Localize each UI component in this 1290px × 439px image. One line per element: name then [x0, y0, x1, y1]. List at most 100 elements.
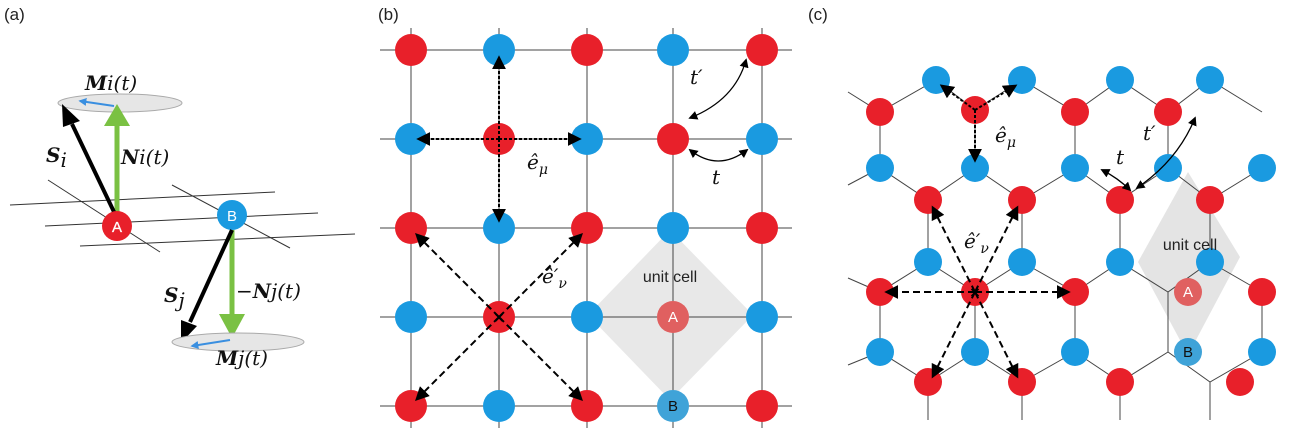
unit-cell-c: [1138, 172, 1240, 355]
panel-c-label: (c): [808, 5, 828, 24]
panel-a-label: (a): [4, 5, 25, 24]
site-blue: [1008, 248, 1036, 276]
neel-i-label: Ni(t): [120, 145, 169, 169]
site-blue-unitcell: [1174, 338, 1202, 366]
site-red: [914, 368, 942, 396]
panel-a: (a) A B Mi(t): [4, 5, 356, 370]
t-curve-c: [1100, 169, 1132, 192]
center-cross-b: ×: [493, 310, 505, 326]
neel-arrowhead-i: [104, 104, 130, 126]
site-blue: [914, 248, 942, 276]
spin-arrow-i: [70, 123, 117, 215]
unit-cell-label-b: unit cell: [643, 269, 697, 286]
site-red: [746, 390, 778, 422]
spin-i-label: Si: [46, 143, 67, 172]
site-blue: [657, 212, 689, 244]
site-blue: [961, 338, 989, 366]
site-a-label: A: [112, 219, 122, 236]
panel-b-sites: [395, 34, 778, 422]
site-red-unitcell: [1174, 278, 1202, 306]
site-red: [746, 34, 778, 66]
e-mu-label-b: êμ: [527, 150, 548, 178]
site-blue: [1008, 66, 1036, 94]
site-blue: [1106, 66, 1134, 94]
site-blue: [1196, 66, 1224, 94]
site-b-label: B: [227, 208, 237, 225]
site-blue: [395, 301, 427, 333]
site-red: [395, 212, 427, 244]
mag-j-label: Mj(t): [215, 346, 268, 370]
unit-cell-site-b-c: B: [1183, 344, 1193, 361]
t-curve-b: [688, 148, 749, 162]
site-red: [657, 123, 689, 155]
site-blue: [571, 123, 603, 155]
site-blue: [1061, 338, 1089, 366]
site-blue: [483, 212, 515, 244]
site-red: [395, 390, 427, 422]
site-red: [914, 186, 942, 214]
site-a-dot: [102, 211, 132, 241]
site-blue: [395, 123, 427, 155]
t-label-b: t: [712, 165, 721, 189]
site-red: [395, 34, 427, 66]
e-nu-arrows-b: [415, 233, 583, 401]
site-blue-unitcell: [657, 390, 689, 422]
site-red: [1106, 368, 1134, 396]
t-prime-curve-b: [688, 58, 749, 120]
site-blue: [1154, 154, 1182, 182]
site-red: [1008, 368, 1036, 396]
unit-cell-site-b: B: [668, 398, 678, 415]
e-nu-label-b: ê′ν: [542, 264, 567, 292]
site-blue: [483, 34, 515, 66]
unit-cell-label-c: unit cell: [1163, 237, 1217, 254]
site-red: [1106, 186, 1134, 214]
spin-arrow-j: [188, 229, 234, 323]
site-blue: [483, 390, 515, 422]
site-red: [1154, 98, 1182, 126]
site-blue: [1196, 248, 1224, 276]
spin-arrowhead-i: [62, 104, 80, 127]
site-blue: [1106, 248, 1134, 276]
panel-c: (c): [808, 5, 1276, 420]
t-prime-curve-c: [1135, 116, 1197, 190]
e-mu-label-c: êμ: [995, 123, 1016, 151]
site-blue: [961, 154, 989, 182]
t-label-c: t: [1116, 145, 1125, 169]
site-blue: [1248, 154, 1276, 182]
site-blue: [1061, 154, 1089, 182]
panel-a-grid: [9, 179, 356, 253]
site-red: [1226, 368, 1254, 396]
site-red: [1248, 278, 1276, 306]
mag-i-label: Mi(t): [84, 71, 137, 95]
neel-arrowhead-j: [219, 314, 245, 338]
site-blue: [746, 301, 778, 333]
panel-b-label: (b): [378, 5, 399, 24]
t-prime-label-b: t′: [690, 65, 703, 89]
site-red: [866, 98, 894, 126]
site-red: [1061, 98, 1089, 126]
e-mu-arrows-b: [416, 55, 582, 223]
site-blue: [866, 154, 894, 182]
e-nu-arrows-c: [884, 205, 1071, 379]
site-red: [1196, 186, 1224, 214]
center-cross-c: ×: [969, 285, 981, 301]
site-blue: [571, 301, 603, 333]
unit-cell-site-a-c: A: [1183, 284, 1193, 301]
unit-cell-site-a: A: [668, 309, 678, 326]
site-red: [571, 34, 603, 66]
site-blue: [866, 338, 894, 366]
site-red: [571, 212, 603, 244]
site-red: [866, 278, 894, 306]
site-red: [746, 212, 778, 244]
site-blue: [746, 123, 778, 155]
panel-b: (b): [378, 5, 792, 428]
site-red: [1008, 186, 1036, 214]
e-mu-arrows-c: [939, 84, 1018, 163]
site-red-unitcell: [657, 301, 689, 333]
site-b-dot: [217, 200, 247, 230]
magnetization-arrow-i: [78, 97, 115, 107]
site-red: [571, 390, 603, 422]
precession-ellipse-j: [171, 332, 305, 352]
neel-j-label: −Nj(t): [236, 279, 301, 303]
